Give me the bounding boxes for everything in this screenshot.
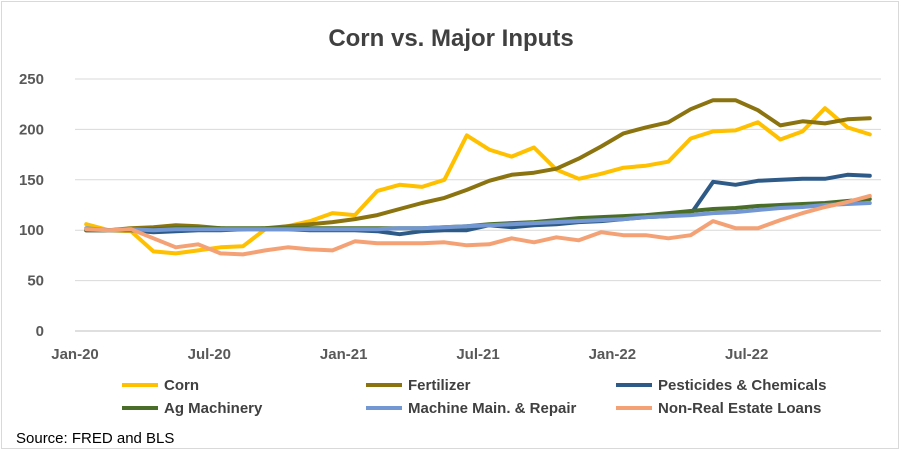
y-tick-label: 200 bbox=[19, 121, 44, 138]
series-lines bbox=[84, 98, 872, 257]
x-tick-label: Jul-21 bbox=[456, 346, 499, 363]
series-line-non-real-estate-loans bbox=[84, 193, 872, 257]
series-line-machine-main-repair bbox=[84, 201, 872, 233]
legend-label-ag-machinery: Ag Machinery bbox=[164, 400, 263, 417]
axes: 0 50 100 150 200 250 Jan-20 Jul-20 Jan-21 Jul-21 J… bbox=[19, 71, 881, 363]
legend-label-non-real-estate-loans: Non-Real Estate Loans bbox=[658, 400, 821, 417]
y-tick-label: 0 bbox=[36, 323, 44, 340]
y-tick-label: 50 bbox=[27, 273, 44, 290]
x-tick-label: Jan-22 bbox=[589, 346, 637, 363]
x-tick-label: Jul-20 bbox=[188, 346, 231, 363]
y-tick-label: 250 bbox=[19, 71, 44, 88]
legend-label-pesticides-chemicals: Pesticides & Chemicals bbox=[658, 377, 826, 394]
source-note: Source: FRED and BLS bbox=[16, 430, 174, 447]
x-tick-label: Jul-22 bbox=[725, 346, 768, 363]
x-tick-label: Jan-21 bbox=[320, 346, 368, 363]
series-line-corn bbox=[84, 106, 872, 256]
y-tick-label: 100 bbox=[19, 222, 44, 239]
legend: Corn Fertilizer Pesticides & Chemicals Ag M… bbox=[122, 377, 826, 417]
chart-title: Corn vs. Major Inputs bbox=[328, 25, 573, 52]
legend-label-machine-main-repair: Machine Main. & Repair bbox=[408, 400, 577, 417]
y-tick-label: 150 bbox=[19, 172, 44, 189]
legend-label-fertilizer: Fertilizer bbox=[408, 377, 471, 394]
legend-label-corn: Corn bbox=[164, 377, 199, 394]
x-tick-label: Jan-20 bbox=[51, 346, 99, 363]
